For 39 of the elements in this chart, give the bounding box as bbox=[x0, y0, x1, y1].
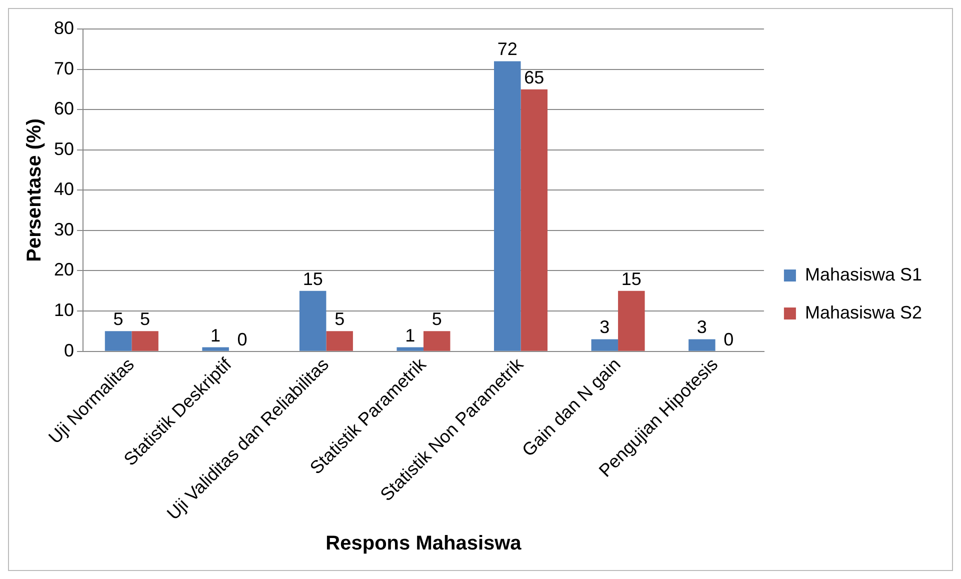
data-label: 15 bbox=[621, 268, 642, 289]
x-axis-title: Respons Mahasiswa bbox=[326, 532, 522, 555]
y-tick-label: 20 bbox=[54, 260, 74, 280]
bar bbox=[494, 61, 521, 351]
bar bbox=[423, 331, 450, 351]
bar bbox=[132, 331, 158, 351]
bar bbox=[326, 331, 353, 351]
legend-label: Mahasiswa S2 bbox=[804, 302, 922, 322]
legend-label: Mahasiswa S1 bbox=[804, 264, 922, 284]
y-tick-label: 60 bbox=[54, 98, 74, 119]
y-tick-label: 0 bbox=[64, 340, 74, 360]
y-tick-label: 30 bbox=[54, 219, 74, 240]
data-label: 65 bbox=[524, 67, 544, 88]
data-label: 5 bbox=[334, 309, 345, 330]
data-label: 1 bbox=[210, 325, 221, 346]
bar bbox=[299, 290, 326, 351]
y-tick-label: 10 bbox=[54, 300, 74, 320]
bar bbox=[688, 339, 716, 351]
data-label: 15 bbox=[302, 268, 323, 289]
data-label: 0 bbox=[237, 329, 248, 350]
bar bbox=[104, 331, 132, 351]
data-label: 5 bbox=[140, 309, 150, 330]
data-label: 5 bbox=[113, 309, 124, 330]
y-axis-title: Persentase (%) bbox=[24, 118, 46, 262]
data-label: 0 bbox=[724, 329, 734, 350]
y-tick-label: 80 bbox=[54, 18, 74, 38]
data-label: 3 bbox=[696, 317, 707, 338]
y-tick-label: 70 bbox=[54, 58, 74, 78]
bar bbox=[591, 339, 618, 351]
data-label: 72 bbox=[497, 39, 518, 60]
data-label: 3 bbox=[600, 317, 610, 338]
data-label: 5 bbox=[432, 309, 442, 330]
bar bbox=[520, 89, 548, 351]
bar bbox=[618, 290, 645, 351]
bar bbox=[396, 347, 424, 351]
y-tick-label: 40 bbox=[54, 179, 74, 200]
data-label: 1 bbox=[405, 325, 416, 346]
y-tick-label: 50 bbox=[54, 138, 74, 159]
bar bbox=[202, 347, 229, 351]
